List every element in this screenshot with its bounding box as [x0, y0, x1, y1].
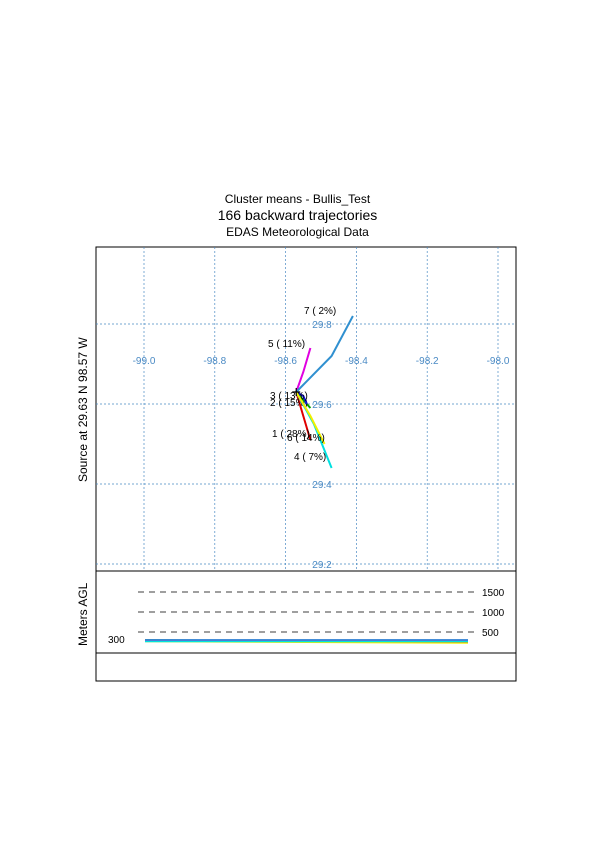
- height-start-label: 300: [108, 635, 125, 646]
- lon-tick-label: -98.4: [345, 356, 368, 367]
- lon-tick-label: -98.2: [416, 356, 439, 367]
- y-axis-label: Source at 29.63 N 98.57 W: [76, 337, 90, 482]
- height-level-label: 1000: [482, 608, 505, 619]
- lon-tick-label: -99.0: [133, 356, 156, 367]
- cluster-trajectory: [295, 391, 326, 445]
- cluster-label: 1 ( 28%): [272, 429, 310, 440]
- height-level-label: 1500: [482, 588, 505, 599]
- lat-tick-label: 29.6: [312, 400, 332, 411]
- lat-tick-label: 29.8: [312, 320, 332, 331]
- cluster-label: 7 ( 2%): [304, 306, 336, 317]
- cluster-label: 5 ( 11%): [268, 339, 305, 350]
- source-marker: [292, 388, 301, 396]
- cluster-trajectory: [295, 391, 308, 405]
- lon-tick-label: -98.8: [203, 356, 226, 367]
- cluster-trajectory: [295, 391, 312, 441]
- height-level-label: 500: [482, 628, 499, 639]
- lon-tick-label: -98.0: [487, 356, 510, 367]
- cluster-trajectory: [295, 347, 312, 393]
- lat-tick-label: 29.2: [312, 560, 332, 571]
- chart-subtitle-2: EDAS Meteorological Data: [226, 225, 369, 239]
- bottom-frame: [95, 652, 517, 682]
- cluster-label: 4 ( 7%): [294, 452, 326, 463]
- chart-title: Cluster means - Bullis_Test: [224, 192, 371, 206]
- cluster-label: 2 ( 15%): [270, 398, 308, 409]
- cluster-trajectory: [295, 315, 354, 393]
- height-axis-label: Meters AGL: [76, 582, 90, 646]
- cluster-label: 3 ( 13%): [270, 391, 308, 402]
- lon-tick-label: -98.6: [274, 356, 297, 367]
- chart-subtitle: 166 backward trajectories: [217, 207, 378, 223]
- lat-tick-label: 29.4: [312, 480, 332, 491]
- cluster-label: 6 ( 14%): [287, 433, 325, 444]
